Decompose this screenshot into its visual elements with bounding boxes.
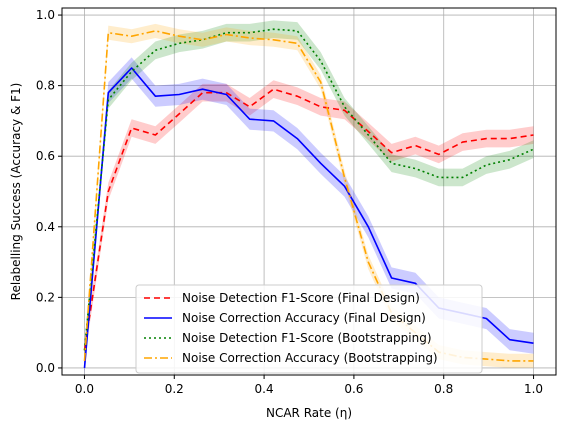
legend-label-0: Noise Detection F1-Score (Final Design) bbox=[182, 291, 420, 305]
y-tick-label: 0.4 bbox=[36, 220, 55, 234]
axis-ticks: 0.0 0.2 0.4 0.6 0.8 1.0 0.0 0.2 0.4 0.6 0.8 1.0 bbox=[36, 8, 543, 396]
series-band-0 bbox=[84, 80, 534, 360]
x-tick-label: 0.8 bbox=[434, 382, 453, 396]
legend-label-1: Noise Correction Accuracy (Final Design) bbox=[182, 311, 426, 325]
legend-label-2: Noise Detection F1-Score (Bootstrapping) bbox=[182, 331, 432, 345]
y-tick-label: 0.8 bbox=[36, 79, 55, 93]
x-tick-label: 0.4 bbox=[255, 382, 274, 396]
y-tick-label: 0.2 bbox=[36, 290, 55, 304]
series-line-0 bbox=[83, 88, 534, 351]
x-tick-label: 1.0 bbox=[524, 382, 543, 396]
plot-area bbox=[61, 7, 557, 376]
x-axis-label: NCAR Rate (η) bbox=[266, 406, 352, 420]
legend: Noise Detection F1-Score (Final Design) N… bbox=[135, 284, 483, 374]
legend-label-3: Noise Correction Accuracy (Bootstrapping… bbox=[182, 351, 438, 365]
legend-box bbox=[135, 284, 483, 374]
y-tick-label: 1.0 bbox=[36, 8, 55, 22]
x-tick-label: 0.6 bbox=[344, 382, 363, 396]
x-tick-label: 0.2 bbox=[165, 382, 184, 396]
y-tick-label: 0.0 bbox=[36, 361, 55, 375]
x-tick-label: 0.0 bbox=[75, 382, 94, 396]
y-axis-label: Relabelling Success (Accuracy & F1) bbox=[9, 83, 23, 301]
y-tick-label: 0.6 bbox=[36, 149, 55, 163]
